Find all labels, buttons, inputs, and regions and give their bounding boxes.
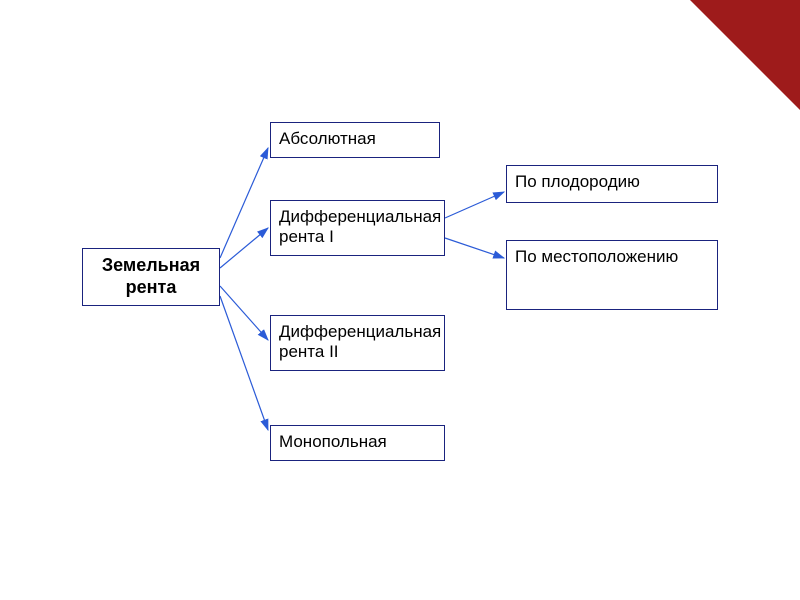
node-root: Земельная рента [82,248,220,306]
node-label: Дифференциальная рента II [279,322,441,361]
node-label: Дифференциальная рента I [279,207,441,246]
node-diff2: Дифференциальная рента II [270,315,445,371]
corner-accent [690,0,800,110]
node-label: По местоположению [515,247,678,266]
node-label: Земельная рента [91,255,211,298]
node-label: Монопольная [279,432,387,451]
node-mono: Монопольная [270,425,445,461]
node-abs: Абсолютная [270,122,440,158]
edge-diff1-to-fert [445,192,504,218]
node-loc: По местоположению [506,240,718,310]
edge-root-to-diff1 [220,228,268,268]
edge-root-to-mono [220,296,268,430]
node-diff1: Дифференциальная рента I [270,200,445,256]
edge-root-to-diff2 [220,286,268,340]
node-label: Абсолютная [279,129,376,148]
edge-root-to-abs [220,148,268,258]
node-fert: По плодородию [506,165,718,203]
node-label: По плодородию [515,172,640,191]
edge-diff1-to-loc [445,238,504,258]
